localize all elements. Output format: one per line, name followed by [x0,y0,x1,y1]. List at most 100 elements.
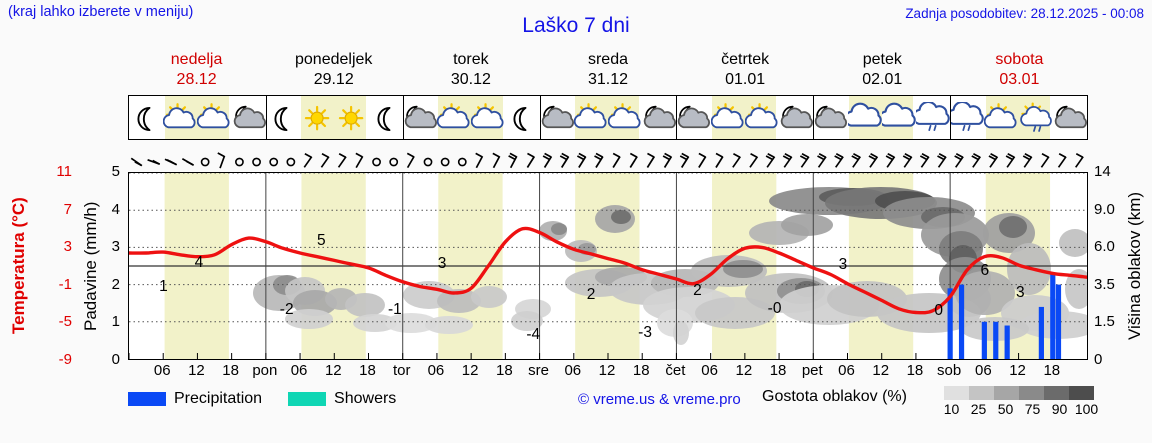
plot-svg: 1 4 -2 5 -1 3 -4 2 -3 2 -0 3 0 6 3 [129,173,1087,359]
day-separator [539,96,541,139]
day-name: sobota [995,51,1044,68]
svg-text:-4: -4 [526,326,540,343]
time-tick: 18 [1043,362,1061,379]
time-tick: 18 [222,362,239,379]
precipitation-legend-label: Precipitation [174,390,263,407]
svg-text:2: 2 [693,282,702,299]
temperature-annotations-group: 1 4 -2 5 -1 3 -4 2 -3 2 -0 3 0 6 3 [159,232,1025,343]
series-legend: Precipitation Showers [128,388,396,410]
time-tick: 06 [564,362,582,379]
cloud-height-tick: 0 [1094,351,1103,368]
moon-icon [266,96,300,141]
svg-text:3: 3 [438,255,447,272]
sun-cloud-icon [163,96,197,141]
sun-icon [300,96,334,141]
precipitation-tick: 1 [111,313,120,331]
moon-cloud-icon [642,96,677,141]
cloud-height-tick: 6.0 [1094,238,1115,256]
location-menu-note: (kraj lahko izberete v meniju) [8,4,194,20]
wind-barb-band [128,140,1088,172]
svg-text:-3: -3 [638,324,652,341]
cloud-density-step-25 [969,386,994,400]
day-name: četrtek [721,51,770,68]
cloud-density-scale-values: 10 25 50 75 90 100 [938,401,1100,417]
wind-barbs-svg [130,152,1084,169]
cloud-density-value: 90 [1051,401,1068,417]
cloud-density-colorbar [944,386,1094,400]
cloud-density-value: 75 [1024,401,1041,417]
temperature-tick: 11 [56,163,72,180]
moon-cloud-icon [232,96,266,141]
moon-cloud-icon [403,96,437,141]
precipitation-tick: 2 [111,275,120,293]
svg-text:2: 2 [587,286,596,303]
day-header-4: sreda 31.12 [539,50,676,92]
svg-text:0: 0 [934,302,943,319]
day-header-1: nedelja 28.12 [128,50,265,92]
precipitation-axis-title: Padavine (mm/h) [81,201,100,331]
time-tick: 12 [1009,362,1026,379]
time-tick: čet [665,362,686,379]
cloud-drizzle-icon [950,96,984,141]
temperature-tick: 7 [63,200,72,218]
day-header-7: sobota 03.01 [951,50,1088,92]
sun-icon [334,96,368,141]
forecast-plot-area: 1 4 -2 5 -1 3 -4 2 -3 2 -0 3 0 6 3 [128,172,1088,360]
svg-text:3: 3 [839,256,848,273]
time-tick: 18 [496,362,513,379]
time-tick: 06 [290,362,308,379]
cloud-height-tick: 3.5 [1094,275,1115,293]
svg-text:-2: -2 [280,301,294,318]
day-name: petek [862,51,902,68]
moon-cloud-icon [676,96,711,141]
temperature-tick: 3 [63,238,72,256]
day-name: nedelja [170,51,223,68]
precipitation-tick: 0 [111,351,120,368]
svg-text:4: 4 [195,254,204,271]
day-header-row: nedelja 28.12 ponedeljek 29.12 torek 30.12 sre… [128,50,1088,92]
day-separator [402,96,404,139]
svg-text:-1: -1 [388,301,402,318]
time-tick: 06 [838,362,855,379]
cloud-height-axis-title: Višina oblakov (km) [1125,191,1144,341]
time-tick: 06 [975,362,992,379]
time-tick: 06 [701,362,718,379]
svg-text:1: 1 [159,278,168,295]
cloud-density-step-75 [1019,386,1044,400]
precipitation-tick: 5 [111,163,120,180]
gridlines-group [129,173,1087,359]
day-date: 02.01 [862,71,903,88]
day-separator [265,96,267,139]
cloud-density-legend-title: Gostota oblakov (%) [762,388,907,405]
time-tick: 12 [461,362,479,379]
cloud-density-value: 10 [943,401,960,417]
svg-text:3: 3 [1016,284,1025,301]
day-header-6: petek 02.01 [814,50,951,92]
sun-cloud-drizzle-icon [1019,96,1053,141]
time-tick: 12 [324,362,342,379]
day-name: ponedeljek [295,51,373,68]
time-tick: tor [392,362,411,379]
cloud-density-value: 100 [1074,401,1099,417]
time-tick: sob [937,362,962,379]
time-tick: 06 [153,362,171,379]
temperature-tick: -1 [58,275,72,293]
day-name: sreda [587,51,628,68]
temperature-axis-title: Temperatura (°C) [9,197,28,335]
temperature-tick: -9 [58,351,72,368]
cloud-drizzle-icon [915,96,950,141]
day-name: torek [453,51,489,68]
cloud-icon [881,96,916,141]
time-tick: 12 [188,362,205,379]
time-tick: 06 [427,362,445,379]
cloud-height-tick: 14 [1094,163,1111,180]
last-update-label: Zadnja posodobitev: 28.12.2025 - 00:08 [905,6,1144,21]
sun-cloud-icon [436,96,471,141]
showers-swatch [288,392,327,406]
day-separator [950,96,952,139]
day-date: 31.12 [587,71,629,88]
moon-icon [129,96,163,141]
time-tick: 18 [359,362,376,379]
time-tick: pon [252,362,278,379]
day-date: 28.12 [176,71,217,88]
